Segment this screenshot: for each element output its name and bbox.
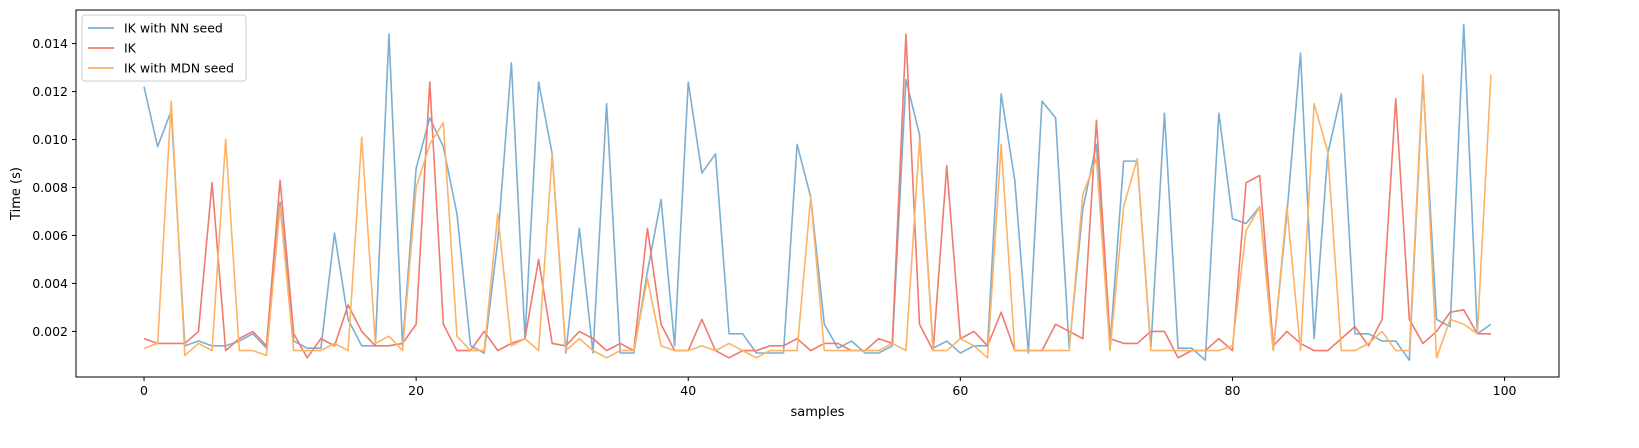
x-axis-label: samples (790, 405, 844, 420)
plot-frame (75, 9, 1560, 378)
y-tick-label: 0.006 (32, 228, 68, 243)
legend: IK with NN seed IK IK with MDN seed (81, 14, 247, 82)
legend-label-1: IK with NN seed (124, 21, 223, 36)
x-tick-label: 40 (680, 383, 696, 398)
y-tick-label: 0.008 (32, 180, 68, 195)
axes: 0 20 40 60 80 100 0.002 0.004 0.006 0.008 0.010 0.0… (32, 9, 1560, 398)
legend-label-2: IK (124, 41, 137, 56)
x-tick-label: 100 (1493, 383, 1517, 398)
series-line-3 (143, 73, 1492, 359)
series-line-2 (143, 33, 1491, 359)
y-tick-label: 0.010 (32, 132, 68, 147)
x-tick-label: 60 (952, 383, 968, 398)
legend-box (81, 14, 247, 82)
x-tick-label: 0 (140, 383, 148, 398)
y-tick-label: 0.004 (32, 276, 68, 291)
plot-area (143, 23, 1492, 362)
y-axis-label: Time (s) (9, 167, 24, 221)
y-tick-label: 0.012 (32, 84, 68, 99)
x-tick-label: 80 (1225, 383, 1241, 398)
legend-label-3: IK with MDN seed (124, 61, 234, 76)
x-tick-label: 20 (408, 383, 424, 398)
y-tick-label: 0.014 (32, 36, 68, 51)
y-tick-label: 0.002 (32, 324, 68, 339)
